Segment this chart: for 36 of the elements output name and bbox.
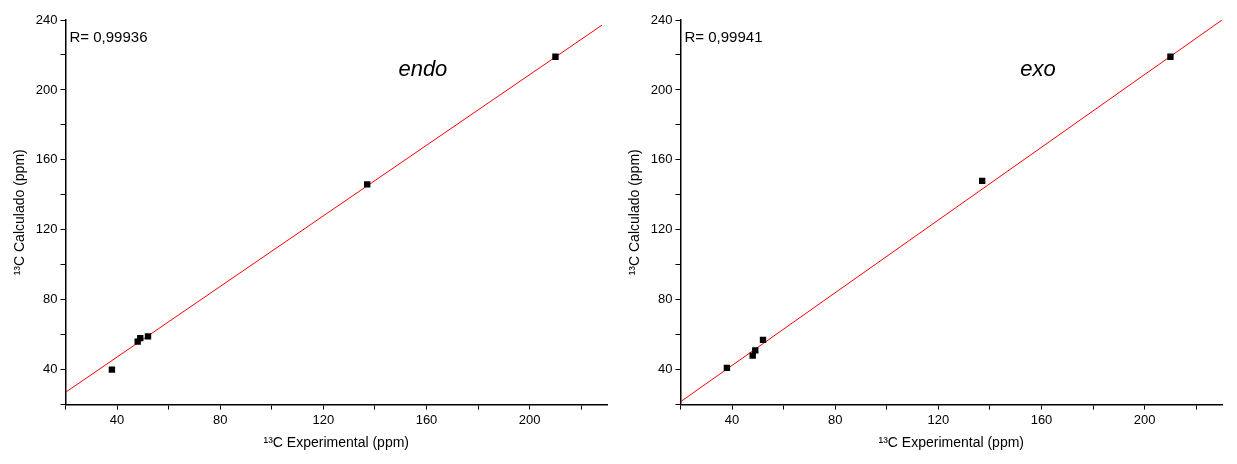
point — [752, 347, 759, 354]
x-tick-label: 160 — [1030, 411, 1053, 427]
annotation: R= 0,99941 — [684, 28, 763, 46]
point — [1167, 53, 1174, 60]
x-axis-title: ¹³C Experimental (ppm) — [263, 434, 409, 451]
y-tick-label: 200 — [650, 81, 673, 97]
x-tick-label: 200 — [1133, 411, 1156, 427]
annotation: exo — [1020, 56, 1056, 82]
y-tick-label: 40 — [658, 361, 673, 377]
y-tick-label: 120 — [35, 221, 58, 237]
y-tick-label: 40 — [43, 361, 58, 377]
x-tick-label: 160 — [415, 411, 438, 427]
y-tick-label: 80 — [43, 291, 58, 307]
x-tick-label: 80 — [212, 411, 228, 427]
x-tick-label: 40 — [109, 411, 125, 427]
y-tick-label: 240 — [650, 11, 673, 27]
x-tick-label: 120 — [927, 411, 950, 427]
y-tick-label: 120 — [650, 221, 673, 237]
x-tick-label: 40 — [724, 411, 740, 427]
y-tick-label: 80 — [658, 291, 673, 307]
point — [552, 53, 559, 60]
point — [108, 366, 116, 373]
point — [144, 333, 152, 340]
y-axis-title: ¹³C Calculado (ppm) — [11, 149, 28, 276]
annotation: R= 0,99936 — [69, 28, 148, 46]
annotation: endo — [398, 56, 448, 82]
point — [364, 181, 371, 188]
x-axis-title: ¹³C Experimental (ppm) — [878, 434, 1024, 451]
y-tick-label: 160 — [35, 151, 58, 167]
x-tick-label: 120 — [312, 411, 335, 427]
y-tick-label: 200 — [35, 81, 58, 97]
x-tick-label: 200 — [518, 411, 541, 427]
y-tick-label: 240 — [35, 11, 58, 27]
x-tick-label: 80 — [827, 411, 843, 427]
y-axis-title: ¹³C Calculado (ppm) — [626, 149, 643, 276]
y-tick-label: 160 — [650, 151, 673, 167]
